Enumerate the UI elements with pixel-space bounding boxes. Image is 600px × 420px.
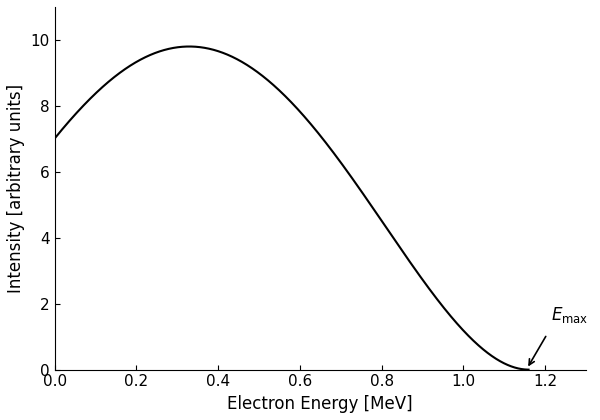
Text: $E_{\mathrm{max}}$: $E_{\mathrm{max}}$	[551, 305, 589, 325]
X-axis label: Electron Energy [MeV]: Electron Energy [MeV]	[227, 395, 413, 413]
Y-axis label: Intensity [arbitrary units]: Intensity [arbitrary units]	[7, 84, 25, 293]
